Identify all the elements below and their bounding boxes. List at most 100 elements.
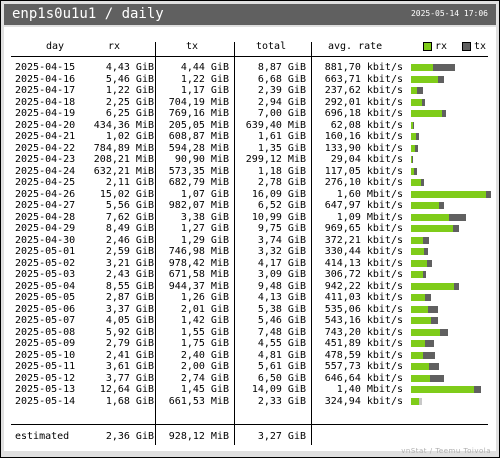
row-avg-rate: 535,06 kbit/s: [324, 303, 403, 315]
row-rx: 434,36 MiB: [93, 119, 154, 131]
row-avg-rate: 372,21 kbit/s: [324, 234, 403, 246]
row-avg-rate: 411,03 kbit/s: [324, 292, 403, 303]
tx-bar-segment: [414, 167, 417, 175]
estimated-rx: 2,36 GiB: [105, 431, 154, 442]
tx-bar-segment: [474, 386, 481, 393]
row-rx: 1,02 GiB: [105, 131, 154, 142]
row-avg-rate: 1,60 Mbit/s: [336, 188, 403, 200]
rx-bar-segment: [411, 110, 442, 117]
row-rx: 208,21 MiB: [93, 154, 154, 165]
row-total: 4,55 GiB: [257, 338, 306, 349]
header-divider: [11, 56, 488, 57]
tx-bar-segment: [421, 179, 424, 186]
tx-bar-segment: [423, 236, 429, 244]
row-day: 2025-05-03: [15, 269, 76, 280]
row-rx: 6,25 GiB: [105, 108, 154, 119]
row-day: 2025-05-11: [15, 361, 76, 372]
row-rx: 5,46 GiB: [105, 73, 154, 85]
estimated-total: 3,27 GiB: [257, 431, 306, 442]
row-rx: 3,61 GiB: [105, 361, 154, 372]
row-tx: 769,16 MiB: [168, 108, 229, 119]
row-tx: 746,98 MiB: [168, 246, 229, 257]
row-total: 639,40 MiB: [245, 119, 306, 131]
row-tx: 2,00 GiB: [180, 361, 229, 372]
row-day: 2025-04-28: [15, 211, 76, 223]
rx-bar-segment: [411, 202, 439, 209]
row-tx: 205,05 MiB: [168, 119, 229, 131]
row-total: 1,18 GiB: [257, 165, 306, 177]
tx-bar-segment: [415, 144, 418, 152]
row-total: 3,09 GiB: [257, 269, 306, 280]
row-avg-rate: 117,05 kbit/s: [324, 165, 403, 177]
row-avg-rate: 646,64 kbit/s: [324, 372, 403, 384]
rx-bar-segment: [411, 133, 416, 140]
tx-bar-segment: [413, 121, 414, 129]
tx-bar-segment: [440, 328, 448, 336]
row-avg-rate: 62,08 kbit/s: [330, 119, 403, 131]
row-rx: 4,43 GiB: [105, 62, 154, 73]
row-rx: 5,92 GiB: [105, 326, 154, 338]
row-rx: 12,64 GiB: [99, 384, 154, 395]
rx-bar-segment: [411, 87, 417, 94]
row-day: 2025-04-22: [15, 142, 76, 154]
row-day: 2025-05-04: [15, 280, 76, 292]
row-day: 2025-04-19: [15, 108, 76, 119]
row-total: 4,81 GiB: [257, 349, 306, 361]
row-day: 2025-05-01: [15, 246, 76, 257]
row-tx: 944,37 MiB: [168, 280, 229, 292]
row-tx: 2,40 GiB: [180, 349, 229, 361]
row-avg-rate: 1,09 Mbit/s: [336, 211, 403, 223]
estimated-tx: 928,12 MiB: [168, 431, 229, 442]
rx-bar-segment: [411, 167, 414, 175]
row-avg-rate: 306,72 kbit/s: [324, 269, 403, 280]
row-tx: 1,55 GiB: [180, 326, 229, 338]
generated-timestamp: 2025-05-14 17:06: [410, 9, 488, 18]
row-total: 7,48 GiB: [257, 326, 306, 338]
row-day: 2025-05-07: [15, 315, 76, 326]
row-day: 2025-04-25: [15, 177, 76, 188]
row-day: 2025-04-15: [15, 62, 76, 73]
header-tx: tx: [186, 41, 199, 52]
row-day: 2025-05-05: [15, 292, 76, 303]
row-rx: 5,56 GiB: [105, 200, 154, 211]
header-total: total: [256, 41, 287, 52]
row-day: 2025-04-29: [15, 223, 76, 234]
row-total: 6,52 GiB: [257, 200, 306, 211]
row-total: 10,99 GiB: [251, 211, 306, 223]
header-avg-rate: avg. rate: [328, 41, 383, 52]
daily-table-panel: day rx tx total avg. rate rx tx 2025-04-…: [4, 27, 496, 451]
row-total: 4,13 GiB: [257, 292, 306, 303]
row-avg-rate: 451,89 kbit/s: [324, 338, 403, 349]
row-rx: 2,11 GiB: [105, 177, 154, 188]
tx-bar-segment: [454, 282, 459, 290]
row-day: 2025-04-20: [15, 119, 76, 131]
row-day: 2025-04-21: [15, 131, 76, 142]
row-tx: 3,38 GiB: [180, 211, 229, 223]
rx-bar-segment: [411, 397, 419, 405]
tx-bar-segment: [428, 305, 438, 313]
row-total: 6,50 GiB: [257, 372, 306, 384]
row-day: 2025-04-16: [15, 73, 76, 85]
row-tx: 594,28 MiB: [168, 142, 229, 154]
rx-bar-segment: [411, 328, 440, 336]
tx-bar-segment: [423, 351, 435, 359]
row-rx: 2,87 GiB: [105, 292, 154, 303]
rx-bar-segment: [411, 190, 486, 198]
rx-bar-segment: [411, 294, 425, 301]
row-day: 2025-05-13: [15, 384, 76, 395]
row-rx: 4,05 GiB: [105, 315, 154, 326]
separator-tx-total: [234, 42, 235, 445]
row-avg-rate: 543,16 kbit/s: [324, 315, 403, 326]
estimate-divider: [11, 424, 488, 425]
row-avg-rate: 414,13 kbit/s: [324, 257, 403, 269]
rx-bar-segment: [411, 121, 413, 129]
rx-bar-segment: [411, 248, 424, 255]
row-avg-rate: 330,44 kbit/s: [324, 246, 403, 257]
row-day: 2025-04-24: [15, 165, 76, 177]
tx-bar-segment: [419, 397, 422, 405]
row-total: 9,48 GiB: [257, 280, 306, 292]
row-total: 5,38 GiB: [257, 303, 306, 315]
row-day: 2025-04-17: [15, 85, 76, 96]
interface-title: enp1s0u1u1 / daily: [12, 6, 164, 22]
